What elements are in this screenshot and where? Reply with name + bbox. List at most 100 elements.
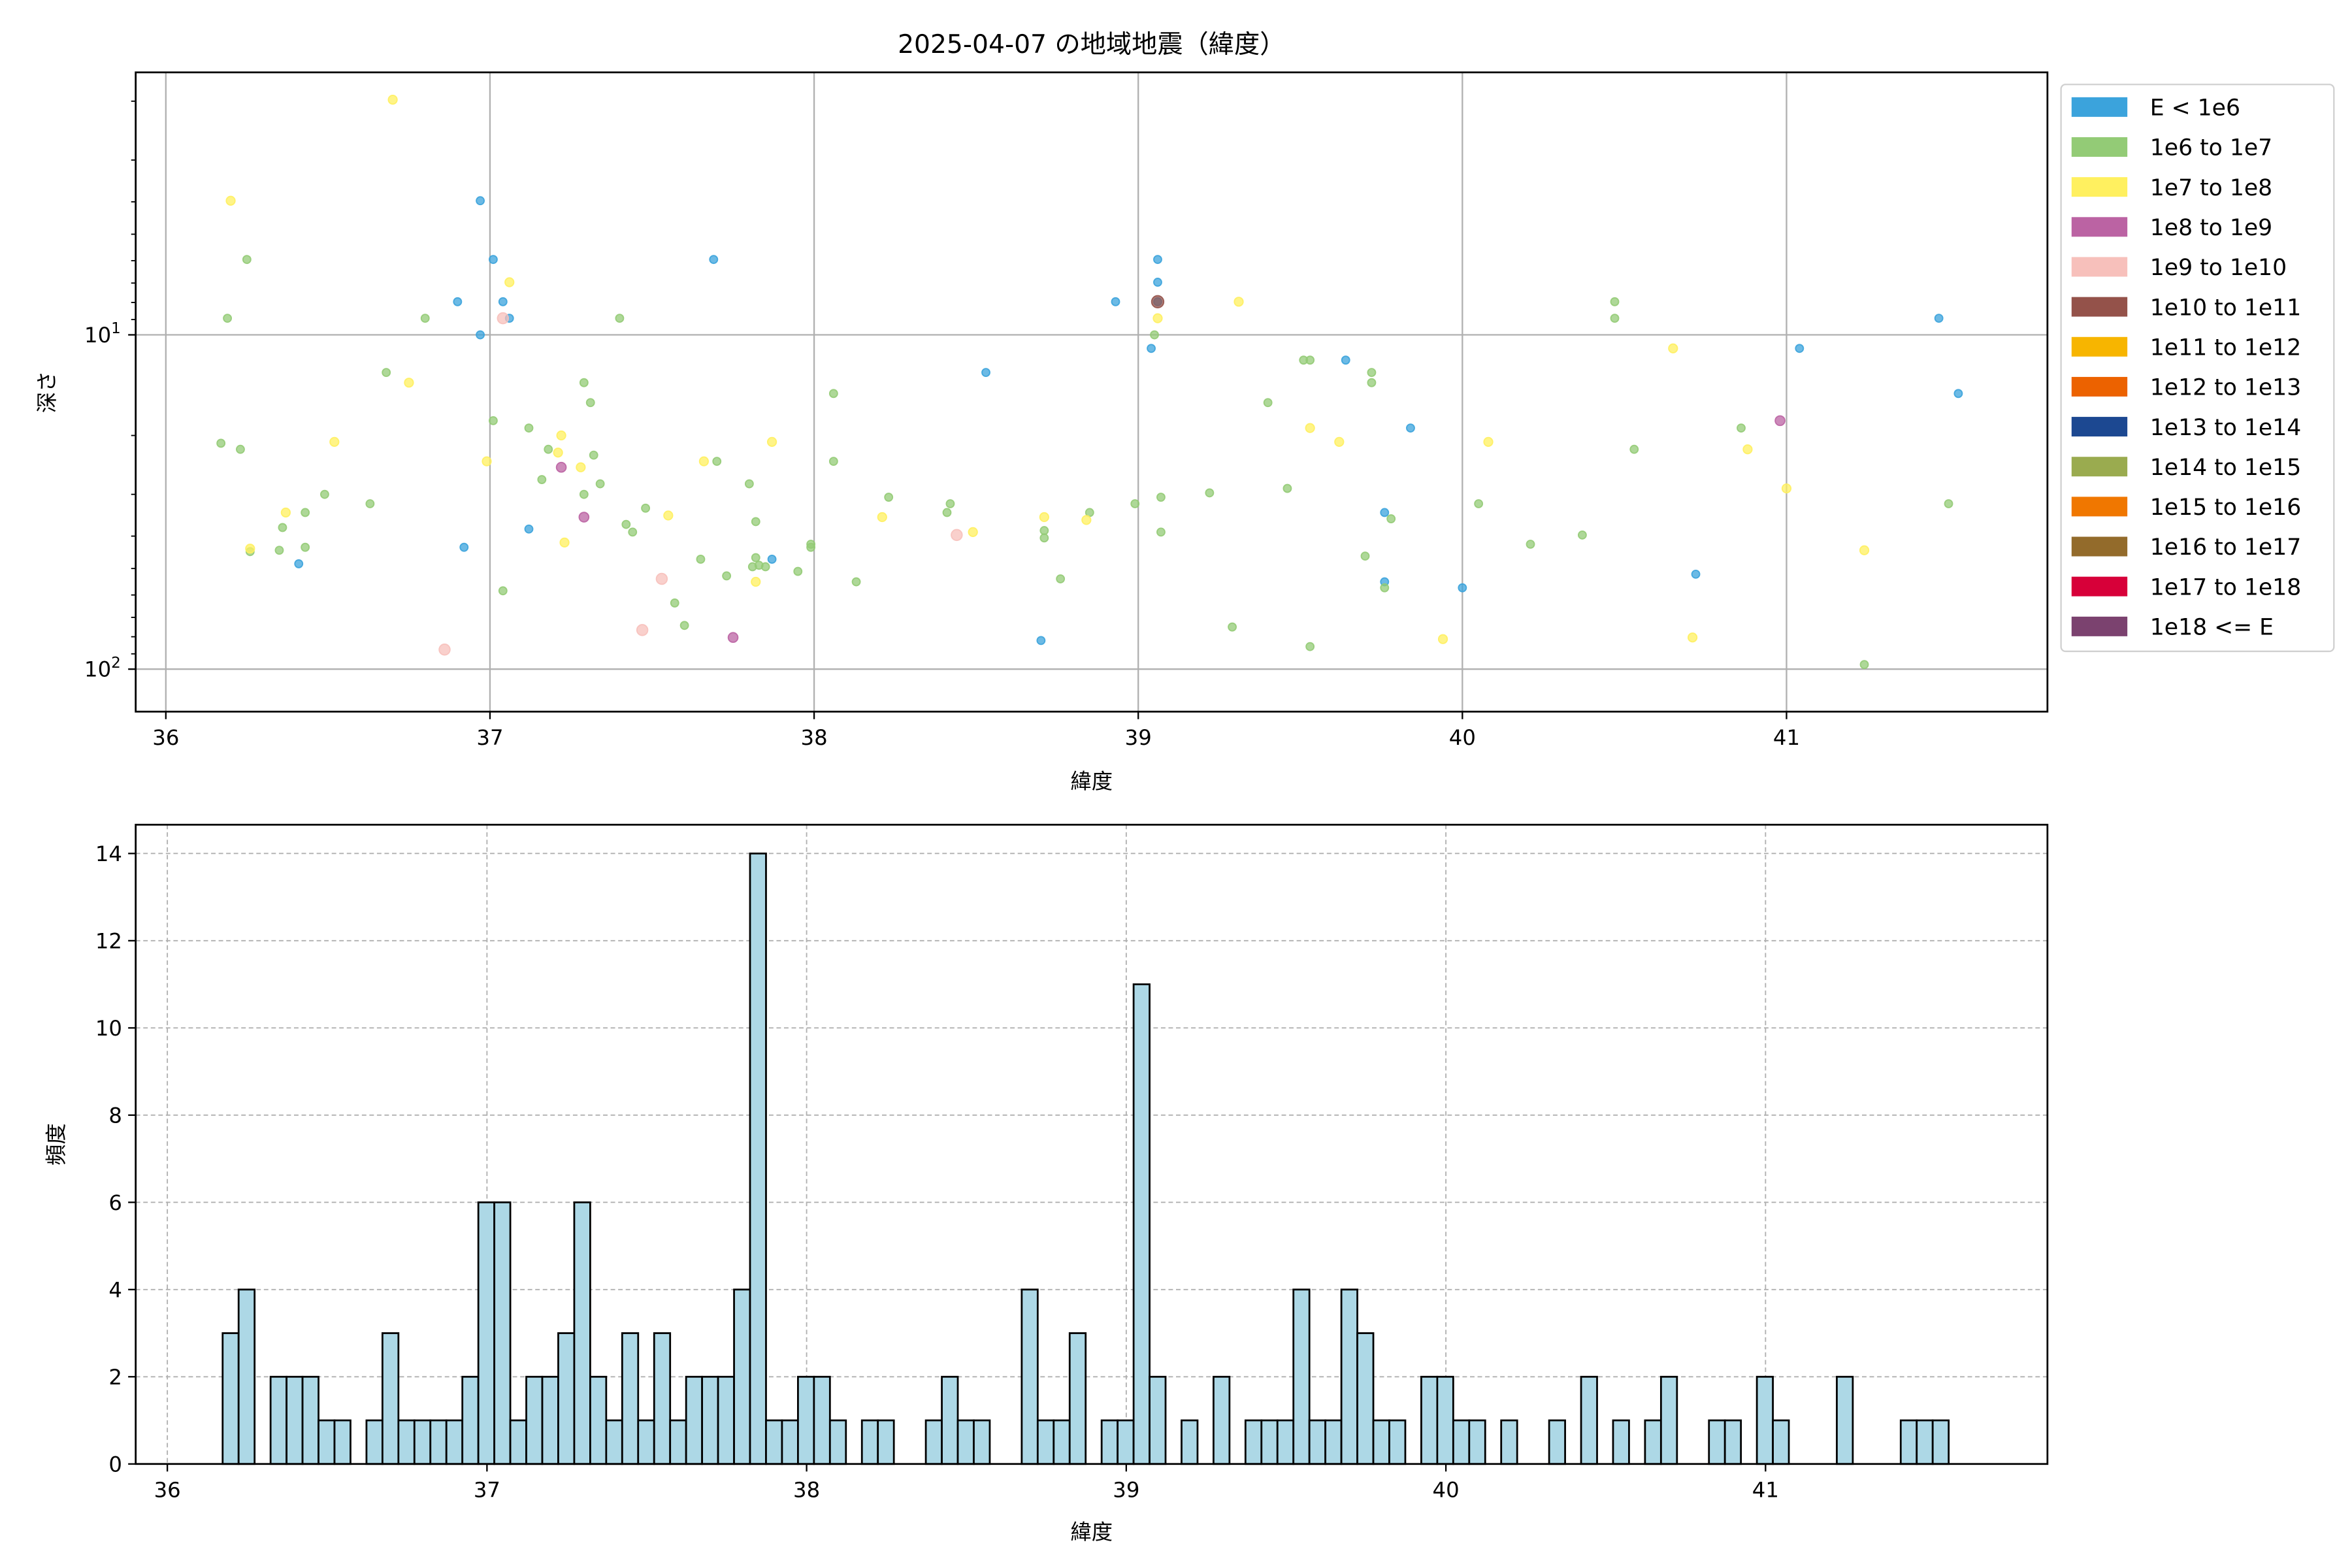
- histogram-bar: [525, 1375, 544, 1465]
- scatter-point: [1263, 398, 1273, 408]
- legend-label: 1e14 to 1e15: [2150, 455, 2301, 481]
- histogram-bar: [1644, 1419, 1662, 1465]
- scatter-point: [1380, 508, 1390, 517]
- legend-swatch: [2071, 457, 2128, 477]
- histogram-bar: [1181, 1419, 1199, 1465]
- scatter-x-tick-label: 40: [1449, 725, 1476, 750]
- legend-label: 1e8 to 1e9: [2150, 215, 2272, 241]
- scatter-point: [556, 430, 566, 441]
- histogram-bar: [269, 1375, 287, 1465]
- histogram-bar: [221, 1332, 240, 1465]
- scatter-point: [1334, 436, 1345, 447]
- scatter-point: [1360, 551, 1370, 561]
- scatter-point: [766, 436, 777, 447]
- scatter-point: [1156, 527, 1166, 537]
- scatter-point: [793, 566, 803, 576]
- scatter-point: [329, 436, 340, 447]
- legend-label: 1e7 to 1e8: [2150, 175, 2272, 201]
- scatter-point: [1153, 278, 1162, 287]
- scatter-point: [1156, 493, 1166, 502]
- scatter-point: [1577, 530, 1587, 540]
- scatter-point: [301, 508, 310, 517]
- legend-label: 1e6 to 1e7: [2150, 135, 2272, 161]
- legend: E < 1e6 1e6 to 1e7 1e7 to 1e8 1e8 to 1e9 1e9…: [2060, 84, 2335, 653]
- legend-label: 1e12 to 1e13: [2150, 375, 2301, 401]
- histogram-bar: [941, 1375, 959, 1465]
- histogram-y-tick-label: 0: [108, 1452, 122, 1477]
- scatter-point: [1483, 436, 1494, 447]
- scatter-point: [1668, 343, 1678, 353]
- scatter-point: [1737, 423, 1746, 433]
- histogram-axes-frame: [135, 823, 2049, 1465]
- scatter-point: [1130, 499, 1140, 508]
- histogram-x-tick-label: 41: [1752, 1478, 1779, 1503]
- legend-swatch: [2071, 217, 2128, 237]
- scatter-point: [1687, 632, 1698, 643]
- scatter-point: [245, 544, 255, 554]
- scatter-point: [280, 507, 291, 518]
- scatter-point: [1934, 314, 1944, 323]
- legend-swatch: [2071, 576, 2128, 596]
- scatter-point: [698, 456, 710, 466]
- histogram-bar: [1068, 1332, 1087, 1465]
- scatter-point: [404, 378, 414, 388]
- histogram-bar: [1500, 1419, 1518, 1465]
- scatter-point: [320, 489, 329, 499]
- scatter-point: [1233, 297, 1244, 307]
- histogram-bar: [573, 1201, 591, 1465]
- scatter-point: [1205, 488, 1215, 498]
- histogram-bar: [1053, 1419, 1071, 1465]
- histogram-bar: [765, 1419, 783, 1465]
- scatter-point: [579, 378, 589, 387]
- scatter-point: [524, 524, 534, 534]
- histogram-bar: [1548, 1419, 1566, 1465]
- scatter-point: [294, 559, 304, 568]
- scatter-point: [576, 462, 586, 472]
- histogram-bar: [1580, 1375, 1598, 1465]
- scatter-point: [1944, 499, 1953, 508]
- histogram-bar: [1836, 1375, 1854, 1465]
- scatter-point: [951, 529, 963, 542]
- scatter-point: [387, 95, 398, 105]
- scatter-point: [1039, 526, 1049, 536]
- histogram-bar: [1756, 1375, 1774, 1465]
- scatter-point: [544, 444, 553, 454]
- histogram-bar: [1244, 1419, 1263, 1465]
- histogram-bar: [493, 1201, 512, 1465]
- histogram-bar: [621, 1332, 640, 1465]
- scatter-point: [1629, 444, 1639, 454]
- scatter-point: [751, 576, 761, 587]
- histogram-bar: [749, 852, 767, 1465]
- scatter-point: [1437, 634, 1448, 644]
- histogram-bar: [1388, 1419, 1407, 1465]
- histogram-bar: [541, 1375, 559, 1465]
- scatter-point: [1691, 569, 1701, 579]
- histogram-bar: [1292, 1288, 1311, 1465]
- scatter-point: [420, 314, 430, 323]
- scatter-xlabel: 緯度: [1070, 769, 1113, 794]
- scatter-point: [663, 510, 674, 521]
- scatter-point: [751, 553, 760, 563]
- histogram-bar: [733, 1288, 751, 1465]
- tick-exponent: 1: [111, 320, 121, 337]
- histogram-bar: [509, 1419, 527, 1465]
- histogram-bar: [333, 1419, 351, 1465]
- scatter-y-tick-label: 101: [84, 320, 121, 348]
- histogram-bar: [1036, 1419, 1055, 1465]
- histogram-bar: [413, 1419, 432, 1465]
- scatter-point: [274, 546, 284, 555]
- scatter-point: [767, 555, 777, 564]
- histogram-bar: [685, 1375, 704, 1465]
- scatter-point: [459, 542, 469, 552]
- histogram-bar: [1468, 1419, 1486, 1465]
- scatter-point: [1610, 314, 1620, 323]
- scatter-point: [828, 389, 838, 399]
- scatter-point: [223, 314, 233, 323]
- scatter-point: [382, 368, 391, 378]
- histogram-bar: [237, 1288, 256, 1465]
- scatter-point: [488, 416, 498, 425]
- scatter-point: [236, 444, 245, 454]
- scatter-title: 2025-04-07 の地域地震（緯度）: [898, 30, 1285, 59]
